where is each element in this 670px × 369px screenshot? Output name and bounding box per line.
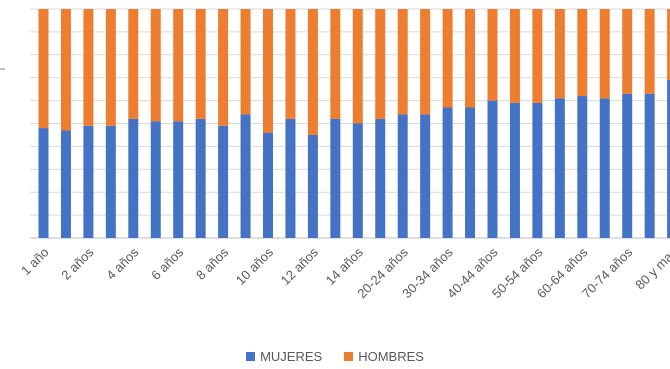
bar-mujeres-27 <box>644 93 655 238</box>
bar-mujeres-22 <box>532 102 543 238</box>
bar-mujeres-20 <box>487 100 498 238</box>
bar-mujeres-5 <box>150 121 161 238</box>
bar-hombres-14 <box>352 9 363 124</box>
bar-hombres-20 <box>487 9 498 101</box>
bar-hombres-22 <box>532 9 543 103</box>
bar-mujeres-13 <box>330 118 341 238</box>
x-tick-label: 6 años <box>148 244 187 283</box>
bar-mujeres-3 <box>105 125 116 238</box>
x-tick-label: 80 y mas <box>632 244 670 292</box>
bar-hombres-7 <box>195 9 206 119</box>
bar-mujeres-17 <box>420 114 431 238</box>
bar-mujeres-6 <box>173 121 184 238</box>
bar-hombres-28 <box>667 9 670 80</box>
bar-hombres-0 <box>38 9 49 129</box>
bar-hombres-2 <box>83 9 94 126</box>
bar-mujeres-7 <box>195 118 206 238</box>
bar-mujeres-8 <box>218 125 229 238</box>
bar-mujeres-28 <box>667 79 670 239</box>
legend-label-hombres: HOMBRES <box>358 349 424 364</box>
x-tick-labels: 1 año 2 años 4 años 6 años 8 años 10 años 12 a… <box>18 244 670 301</box>
bar-hombres-10 <box>263 9 273 133</box>
bar-hombres-23 <box>554 9 565 99</box>
legend-item-mujeres: MUJERES <box>246 349 322 364</box>
bar-mujeres-11 <box>285 118 296 238</box>
bar-mujeres-25 <box>599 98 610 238</box>
bar-hombres-6 <box>173 9 184 122</box>
x-tick-label: 14 años <box>323 244 367 288</box>
bar-hombres-15 <box>375 9 386 119</box>
legend-item-hombres: HOMBRES <box>344 349 424 364</box>
legend: MUJERES HOMBRES <box>0 349 670 364</box>
bar-mujeres-0 <box>38 128 49 238</box>
bar-hombres-1 <box>60 9 71 131</box>
bar-hombres-16 <box>397 9 408 115</box>
bars <box>38 9 670 239</box>
bar-hombres-5 <box>150 9 161 122</box>
bar-mujeres-2 <box>83 125 94 238</box>
bar-hombres-9 <box>240 9 251 115</box>
bar-mujeres-23 <box>554 98 565 238</box>
x-tick-label: 12 años <box>278 244 322 288</box>
bar-mujeres-16 <box>397 114 408 238</box>
bar-hombres-12 <box>307 9 318 135</box>
bar-hombres-13 <box>330 9 341 119</box>
bar-hombres-4 <box>128 9 139 119</box>
bar-mujeres-19 <box>465 107 476 238</box>
bar-mujeres-26 <box>622 93 633 238</box>
bar-hombres-3 <box>105 9 116 126</box>
x-tick-label: 8 años <box>193 244 232 283</box>
bar-mujeres-12 <box>307 134 318 238</box>
bar-mujeres-14 <box>352 123 363 238</box>
bar-hombres-21 <box>509 9 520 103</box>
bar-mujeres-10 <box>263 132 273 238</box>
bar-mujeres-18 <box>442 107 453 238</box>
x-tick-label: 1 año <box>18 245 52 279</box>
bar-hombres-17 <box>420 9 431 115</box>
bar-hombres-19 <box>465 9 476 108</box>
bar-mujeres-21 <box>509 102 520 238</box>
x-tick-label: 10 años <box>233 244 277 288</box>
bar-hombres-25 <box>599 9 610 99</box>
bar-mujeres-15 <box>375 118 386 238</box>
x-tick-label: 4 años <box>103 244 142 283</box>
gridlines <box>30 8 670 239</box>
bar-hombres-24 <box>577 9 588 97</box>
bar-hombres-18 <box>442 9 453 108</box>
bar-mujeres-1 <box>60 130 71 238</box>
legend-swatch-mujeres <box>246 352 256 361</box>
bar-hombres-11 <box>285 9 296 119</box>
legend-swatch-hombres <box>344 352 354 361</box>
bar-mujeres-4 <box>128 118 139 238</box>
bar-mujeres-24 <box>577 96 588 239</box>
x-tick-label: 2 años <box>58 244 97 283</box>
bar-hombres-26 <box>622 9 633 94</box>
bar-hombres-8 <box>218 9 229 126</box>
bar-hombres-27 <box>644 9 655 94</box>
bar-mujeres-9 <box>240 114 251 238</box>
legend-label-mujeres: MUJERES <box>260 349 323 364</box>
